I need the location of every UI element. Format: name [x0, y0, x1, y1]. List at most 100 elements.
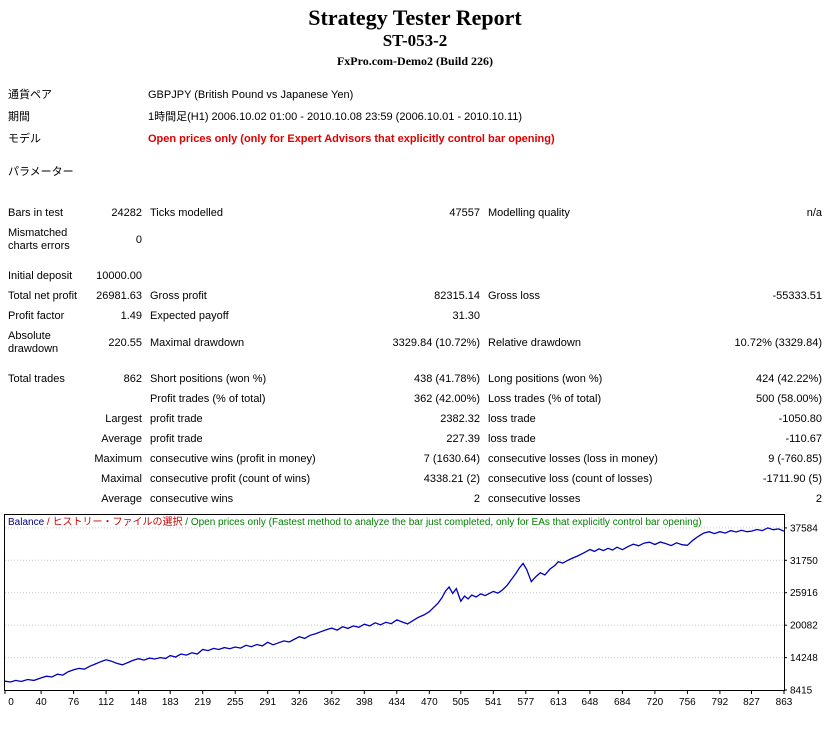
stats-row: Initial deposit 10000.00	[8, 270, 830, 283]
strategy-tester-report: Strategy Tester Report ST-053-2 FxPro.co…	[0, 0, 830, 715]
stats-value: Maximum	[94, 453, 142, 465]
balance-line	[4, 527, 785, 683]
stats-value: 220.55	[108, 336, 142, 349]
stats-row: Maximum consecutive wins (profit in money…	[8, 453, 830, 466]
stats-value: 227.39	[446, 433, 480, 445]
y-axis-label: 14248	[790, 653, 818, 664]
stats-label: Mismatched charts errors	[8, 227, 70, 252]
stats-row: Maximal consecutive profit (count of wins…	[8, 473, 830, 486]
x-axis-label: 398	[356, 697, 373, 708]
stats-label: loss trade	[488, 433, 536, 445]
stats-value: 7 (1630.64)	[423, 453, 480, 465]
stats-value: 438 (41.78%)	[413, 373, 480, 385]
x-axis-label: 684	[614, 697, 631, 708]
stats-table: Bars in test 24282 Ticks modelled 47557 Mode…	[8, 207, 830, 506]
stats-value: n/a	[806, 207, 822, 219]
stats-label: consecutive wins (profit in money)	[150, 453, 316, 465]
x-axis-label: 291	[259, 697, 276, 708]
x-axis-label: 541	[485, 697, 502, 708]
symbol-label: 通貨ペア	[8, 89, 52, 101]
stats-value: 82315.14	[434, 290, 480, 302]
stats-value: 24282	[111, 207, 142, 219]
stats-value: 9 (-760.85)	[768, 453, 822, 465]
period-label: 期間	[8, 111, 30, 123]
stats-label: consecutive profit (count of wins)	[150, 473, 311, 485]
stats-value: 47557	[449, 207, 480, 219]
balance-chart: 8415 14248 20082 25916 31750 37584 0 40 76 112 148…	[4, 514, 830, 715]
model-label: モデル	[8, 133, 41, 145]
stats-label: Profit factor	[8, 310, 65, 322]
stats-label: profit trade	[150, 413, 203, 425]
stats-value: 500 (58.00%)	[755, 393, 822, 405]
stats-value: 424 (42.22%)	[755, 373, 822, 385]
model-value: Open prices only (only for Expert Adviso…	[148, 133, 555, 145]
stats-value: -1050.80	[778, 413, 822, 425]
x-axis-label: 148	[130, 697, 147, 708]
parameters-label: パラメーター	[8, 166, 74, 178]
x-axis-label: 470	[421, 697, 438, 708]
stats-spacer	[8, 363, 830, 373]
stats-row: Average consecutive wins 2 consecutive loss…	[8, 493, 830, 506]
stats-label: consecutive loss (count of losses)	[488, 473, 653, 485]
x-axis-label: 577	[517, 697, 534, 708]
stats-value: -1711.90 (5)	[762, 473, 822, 485]
stats-label: Gross loss	[488, 290, 540, 302]
stats-value: Maximal	[101, 473, 142, 485]
stats-label: Ticks modelled	[150, 207, 223, 219]
stats-row: Average profit trade 227.39 loss trade -110.…	[8, 433, 830, 446]
stats-label: Gross profit	[150, 290, 207, 302]
stats-label: Expected payoff	[150, 310, 229, 322]
parameters-row: パラメーター	[8, 166, 830, 179]
stats-row: Total trades 862 Short positions (won %) 43…	[8, 373, 830, 386]
stats-label: Relative drawdown	[488, 336, 581, 349]
stats-value: 2382.32	[440, 413, 480, 425]
caption-model: / Open prices only (Fastest method to an…	[182, 517, 701, 528]
stats-value: 862	[123, 373, 142, 385]
test-settings: 通貨ペア GBPJPY (British Pound vs Japanese Y…	[8, 89, 830, 179]
x-axis-label: 720	[647, 697, 664, 708]
stats-row: Profit trades (% of total) 362 (42.00%) Lo…	[8, 393, 830, 406]
x-axis-label: 362	[323, 697, 340, 708]
x-axis-label: 792	[712, 697, 729, 708]
x-axis-label: 756	[679, 697, 696, 708]
stats-value: 0	[135, 233, 142, 246]
stats-value: Average	[101, 493, 142, 505]
x-axis-label: 112	[98, 697, 114, 708]
stats-label: consecutive losses	[488, 493, 581, 505]
stats-value: 362 (42.00%)	[413, 393, 480, 405]
stats-value: 3329.84 (10.72%)	[392, 336, 480, 349]
stats-value: 2	[815, 493, 822, 505]
stats-value: 10000.00	[96, 270, 142, 282]
stats-value: Largest	[105, 413, 142, 425]
stats-label: Absolute drawdown	[8, 330, 59, 355]
stats-label: Profit trades (% of total)	[150, 393, 266, 405]
stats-label: Loss trades (% of total)	[488, 393, 602, 405]
y-axis-label: 25916	[790, 588, 818, 599]
stats-label: Bars in test	[8, 207, 64, 219]
report-title: Strategy Tester Report	[308, 5, 522, 30]
y-axis-label: 37584	[790, 523, 818, 534]
stats-label: consecutive wins	[150, 493, 234, 505]
stats-row: Profit factor 1.49 Expected payoff 31.30	[8, 310, 830, 323]
x-axis-label: 434	[388, 697, 405, 708]
expert-name: ST-053-2	[382, 31, 448, 50]
caption-history: / ヒストリー・ファイルの選択	[44, 515, 182, 528]
stats-value: Average	[101, 433, 142, 445]
stats-row: Absolute drawdown 220.55 Maximal drawdown 3…	[8, 330, 830, 356]
x-axis-label: 76	[68, 697, 80, 708]
stats-label: consecutive losses (loss in money)	[488, 453, 658, 465]
stats-value: 1.49	[120, 310, 142, 322]
report-header: Strategy Tester Report ST-053-2 FxPro.co…	[0, 0, 830, 69]
x-axis-label: 40	[36, 697, 48, 708]
model-row: モデル Open prices only (only for Expert Ad…	[8, 133, 830, 146]
server-build: FxPro.com-Demo2 (Build 226)	[336, 54, 494, 68]
x-axis-label: 255	[227, 697, 244, 708]
stats-row: Mismatched charts errors 0	[8, 227, 830, 253]
stats-value: 10.72% (3329.84)	[734, 336, 822, 349]
parameters-value	[148, 166, 830, 179]
y-axis-label: 31750	[790, 556, 818, 567]
stats-label: Modelling quality	[488, 207, 570, 219]
symbol-row: 通貨ペア GBPJPY (British Pound vs Japanese Y…	[8, 89, 830, 102]
x-axis-label: 219	[194, 697, 211, 708]
stats-label: Short positions (won %)	[150, 373, 267, 385]
